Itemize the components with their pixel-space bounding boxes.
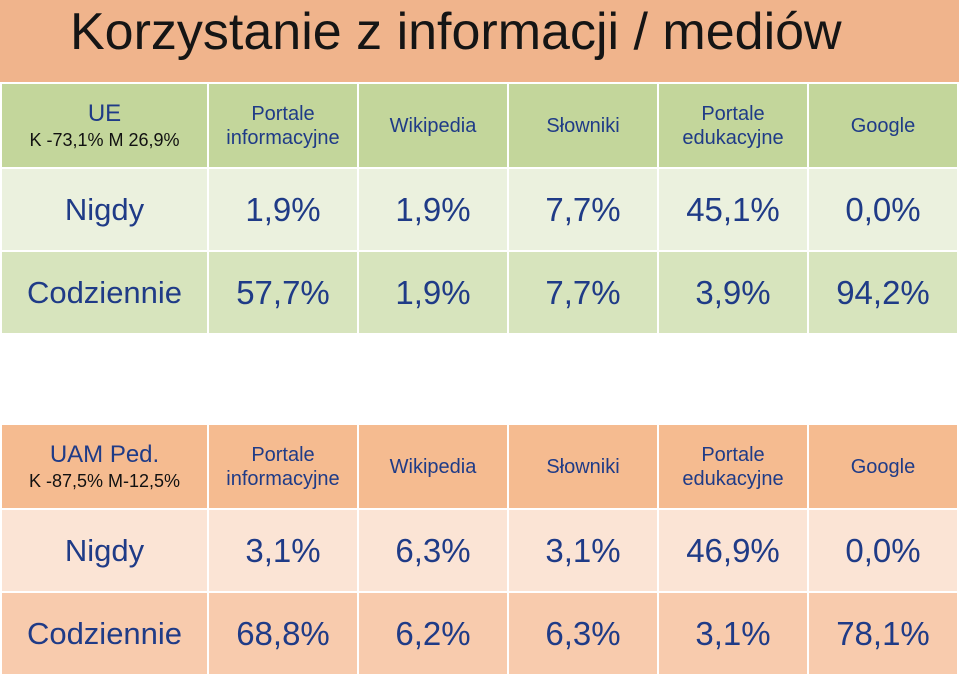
table-cell: 0,0% (807, 167, 959, 252)
table-uam: UAM Ped. K -87,5% M-12,5% Portale inform… (0, 423, 959, 676)
column-header: Słowniki (507, 82, 659, 169)
table-cell: 1,9% (357, 250, 509, 335)
table-ue: UE K -73,1% M 26,9% Portale informacyjne… (0, 82, 959, 335)
table-cell: 0,0% (807, 508, 959, 593)
table-cell: 94,2% (807, 250, 959, 335)
table-cell: 68,8% (207, 591, 359, 676)
table-cell: 3,1% (507, 508, 659, 593)
table-cell: 3,9% (657, 250, 809, 335)
column-header: Portale edukacyjne (657, 82, 809, 169)
group-stats: K -73,1% M 26,9% (29, 129, 180, 150)
header-row: UE K -73,1% M 26,9% Portale informacyjne… (0, 82, 959, 169)
table-cell: 6,2% (357, 591, 509, 676)
group-name: UE (87, 99, 122, 127)
table-cell: 3,1% (207, 508, 359, 593)
table-row: Nigdy 1,9% 1,9% 7,7% 45,1% 0,0% (0, 167, 959, 252)
row-label: Nigdy (0, 508, 209, 593)
column-header: Wikipedia (357, 82, 509, 169)
header-row: UAM Ped. K -87,5% M-12,5% Portale inform… (0, 423, 959, 510)
column-header: Wikipedia (357, 423, 509, 510)
table-cell: 57,7% (207, 250, 359, 335)
column-header: Portale edukacyjne (657, 423, 809, 510)
row-label: Codziennie (0, 250, 209, 335)
group-stats: K -87,5% M-12,5% (28, 470, 181, 491)
table-cell: 6,3% (357, 508, 509, 593)
table-cell: 6,3% (507, 591, 659, 676)
table-cell: 7,7% (507, 250, 659, 335)
table-cell: 45,1% (657, 167, 809, 252)
title-bar: Korzystanie z informacji / mediów (0, 0, 959, 82)
column-header: Portale informacyjne (207, 423, 359, 510)
column-header: Google (807, 423, 959, 510)
table-row: Codziennie 68,8% 6,2% 6,3% 3,1% 78,1% (0, 591, 959, 676)
group-header-cell: UE K -73,1% M 26,9% (0, 82, 209, 169)
column-header: Portale informacyjne (207, 82, 359, 169)
table-row: Codziennie 57,7% 1,9% 7,7% 3,9% 94,2% (0, 250, 959, 335)
table-cell: 7,7% (507, 167, 659, 252)
page-title: Korzystanie z informacji / mediów (70, 3, 842, 61)
group-header-cell: UAM Ped. K -87,5% M-12,5% (0, 423, 209, 510)
row-label: Codziennie (0, 591, 209, 676)
table-row: Nigdy 3,1% 6,3% 3,1% 46,9% 0,0% (0, 508, 959, 593)
column-header: Słowniki (507, 423, 659, 510)
table-cell: 1,9% (207, 167, 359, 252)
column-header: Google (807, 82, 959, 169)
row-label: Nigdy (0, 167, 209, 252)
table-cell: 46,9% (657, 508, 809, 593)
table-cell: 1,9% (357, 167, 509, 252)
table-cell: 78,1% (807, 591, 959, 676)
group-name: UAM Ped. (49, 440, 160, 468)
table-cell: 3,1% (657, 591, 809, 676)
